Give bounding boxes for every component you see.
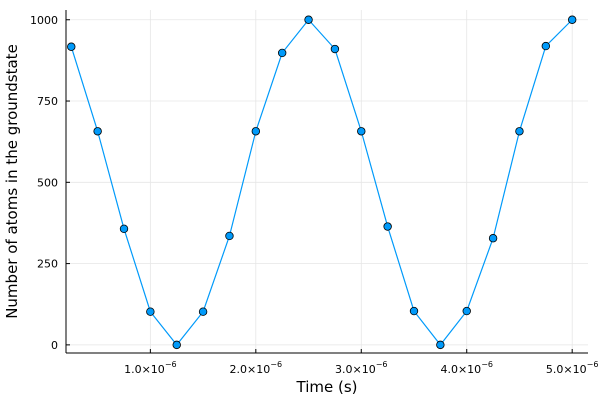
data-point bbox=[119, 224, 129, 234]
y-tick-label: 250 bbox=[37, 258, 58, 271]
data-point bbox=[304, 15, 313, 24]
data-point bbox=[225, 231, 234, 241]
data-point bbox=[383, 222, 392, 231]
data-point bbox=[462, 306, 471, 316]
data-point bbox=[488, 234, 498, 243]
data-point bbox=[567, 15, 577, 24]
data-point bbox=[146, 307, 155, 316]
data-point bbox=[541, 41, 551, 51]
data-point bbox=[357, 127, 366, 136]
x-tick-label: 1.0×10−6 bbox=[124, 360, 177, 376]
data-point bbox=[515, 127, 524, 136]
grid bbox=[66, 10, 588, 353]
y-tick-label: 0 bbox=[51, 339, 58, 352]
data-point bbox=[198, 307, 208, 316]
x-tick-label: 4.0×10−6 bbox=[440, 360, 493, 376]
x-tick-label: 5.0×10−6 bbox=[546, 360, 599, 376]
axis-ticks: 1.0×10−6 2.0×10−6 3.0×10−6 4.0×10−6 5.0×10−6… bbox=[30, 14, 598, 376]
x-tick-label: 2.0×10−6 bbox=[230, 360, 283, 376]
series-layer bbox=[67, 15, 577, 350]
data-point bbox=[409, 306, 419, 316]
x-axis-title: Time (s) bbox=[296, 378, 358, 396]
y-tick-label: 1000 bbox=[30, 14, 58, 27]
data-point bbox=[277, 48, 287, 58]
data-point bbox=[251, 127, 261, 136]
y-tick-label: 500 bbox=[37, 176, 58, 189]
x-tick-label: 3.0×10−6 bbox=[335, 360, 388, 376]
data-point bbox=[172, 340, 181, 350]
data-point bbox=[330, 44, 340, 54]
series-line bbox=[70, 18, 573, 346]
data-point bbox=[436, 340, 445, 350]
data-point bbox=[93, 127, 102, 136]
y-tick-label: 750 bbox=[37, 95, 58, 108]
data-point bbox=[67, 42, 76, 51]
y-axis-title: Number of atoms in the groundstate bbox=[3, 44, 21, 319]
plot-frame bbox=[65, 10, 588, 354]
